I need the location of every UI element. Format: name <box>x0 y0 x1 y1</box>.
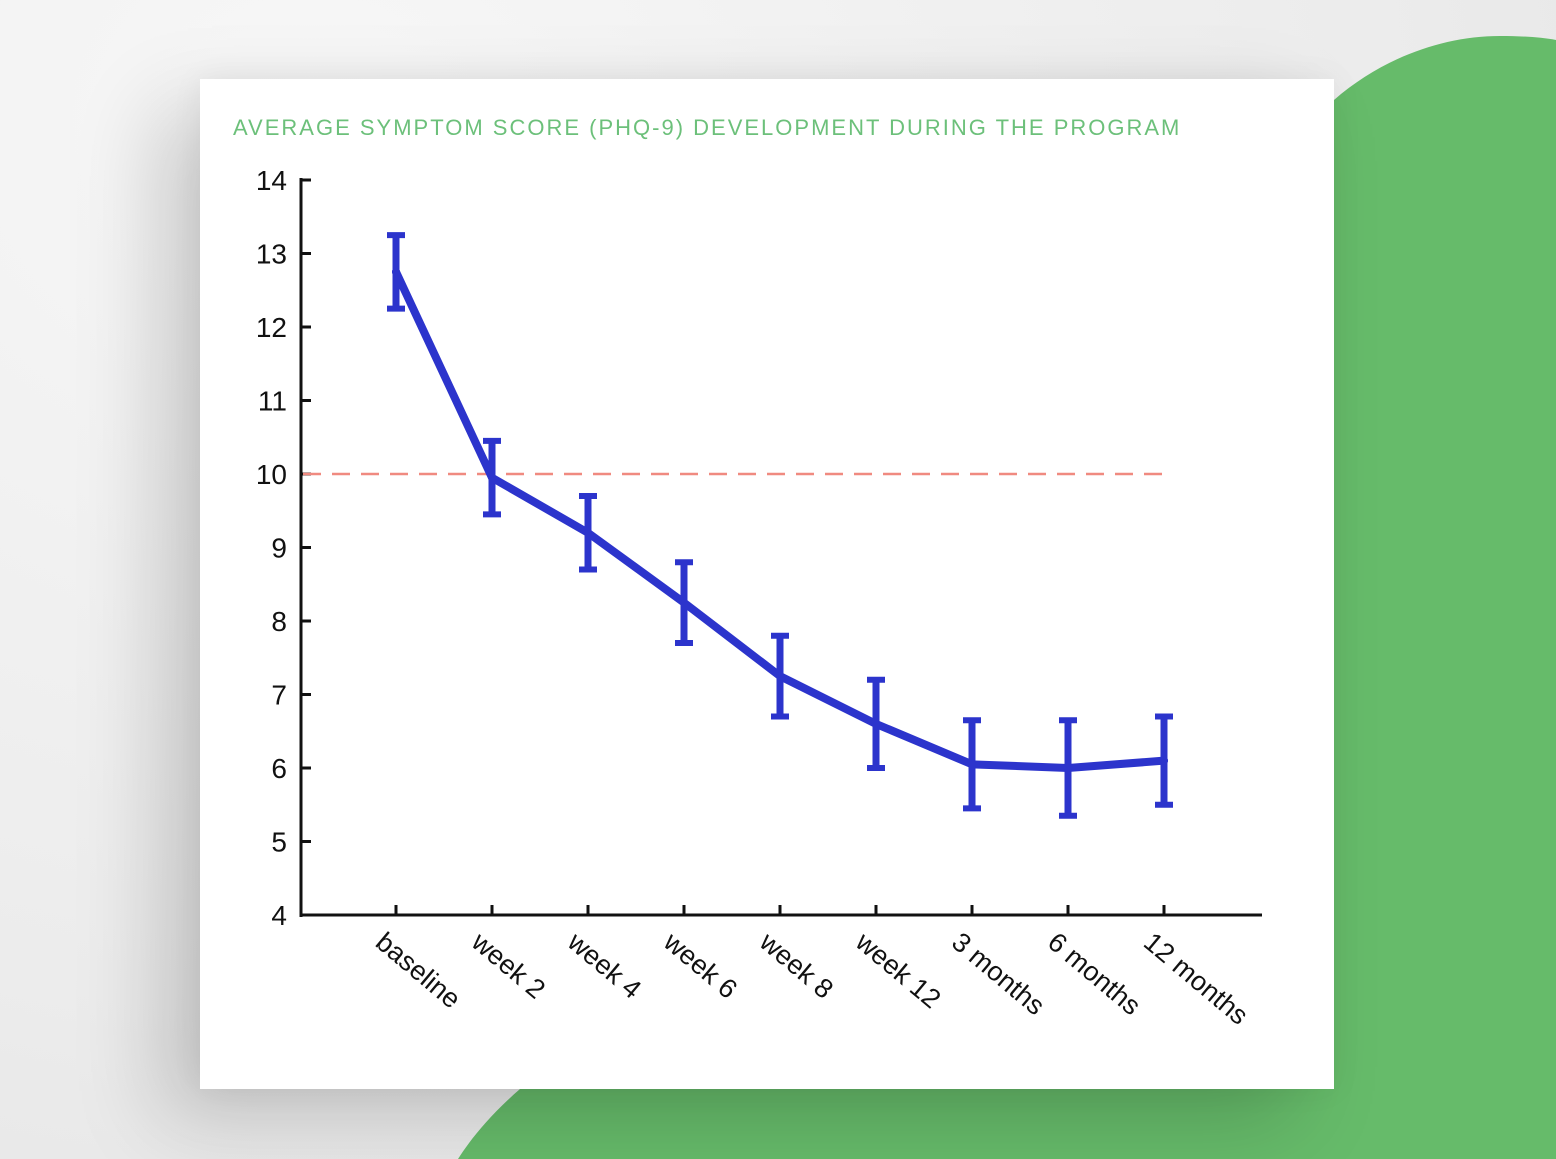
y-tick-label: 12 <box>256 312 287 343</box>
data-point <box>680 598 688 607</box>
data-point <box>1064 764 1072 772</box>
y-tick-label: 9 <box>271 533 287 564</box>
x-tick-label: week 4 <box>561 926 647 1005</box>
data-point <box>392 267 400 276</box>
chart-title: AVERAGE SYMPTOM SCORE (PHQ-9) DEVELOPMEN… <box>233 115 1182 140</box>
data-point <box>1160 756 1168 765</box>
y-tick-label: 8 <box>271 606 287 637</box>
data-point <box>872 719 880 728</box>
green-blob <box>458 36 1556 1159</box>
y-tick-label: 10 <box>256 459 287 490</box>
y-tick-label: 11 <box>258 386 287 417</box>
y-tick-label: 7 <box>271 680 287 711</box>
x-tick-label: week 8 <box>753 926 839 1005</box>
chart-card: AVERAGE SYMPTOM SCORE (PHQ-9) DEVELOPMEN… <box>200 79 1334 1089</box>
y-tick-label: 14 <box>256 165 287 196</box>
data-point <box>488 473 496 482</box>
y-tick-label: 5 <box>271 827 287 858</box>
y-tick-label: 4 <box>271 900 287 931</box>
x-tick-label: baseline <box>370 927 466 1015</box>
data-point <box>968 760 976 769</box>
data-point <box>584 528 592 537</box>
x-tick-label: week 6 <box>657 926 743 1005</box>
y-tick-label: 13 <box>256 239 287 270</box>
data-point <box>776 672 784 681</box>
x-tick-label: week 2 <box>465 926 551 1005</box>
x-tick-label: 12 months <box>1138 927 1254 1031</box>
x-tick-label: 6 months <box>1042 927 1146 1021</box>
x-tick-label: week 12 <box>849 926 946 1014</box>
y-tick-label: 6 <box>271 753 287 784</box>
x-tick-label: 3 months <box>946 927 1050 1021</box>
